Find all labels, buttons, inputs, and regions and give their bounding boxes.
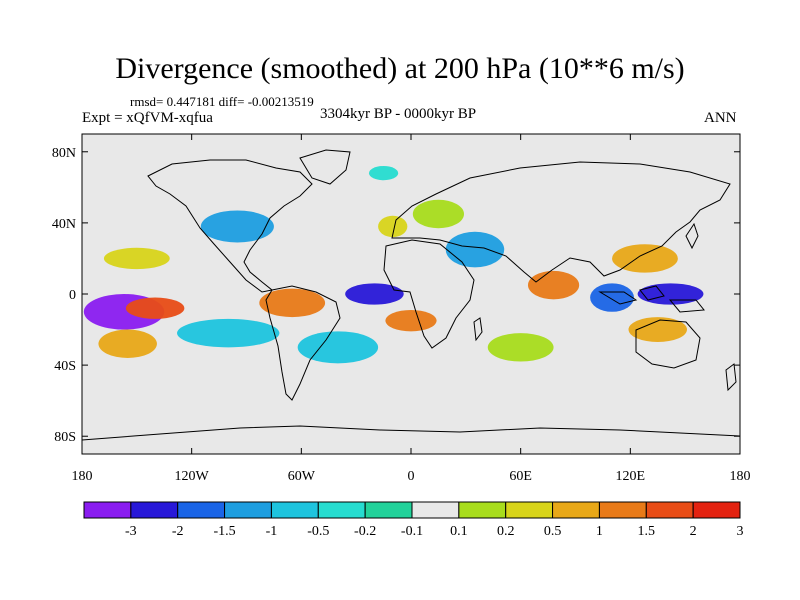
map-axes: 180 120W 60W 0 60E 120E 180 80N 40N 0 40S 80S	[52, 134, 751, 484]
colorbar-label-12: 2	[690, 524, 697, 539]
map-outline-icon	[82, 149, 740, 441]
colorbar-swatch-10	[552, 501, 600, 519]
colorbar-label-13: 3	[737, 524, 744, 539]
field-blob-2	[637, 283, 704, 305]
colorbar: -3 -2 -1.5 -1 -0.5 -0.2 -0.1 0.1 0.2 0.5 1 1.5 2 3	[83, 501, 744, 539]
colorbar-label-2: -1.5	[213, 524, 235, 539]
colorbar-swatch-5	[317, 501, 366, 519]
colorbar-swatch-12	[645, 501, 694, 519]
y-tick-label-1: 40N	[52, 217, 76, 232]
x-tick-label-3: 0	[408, 469, 415, 484]
field-blob-5	[445, 231, 505, 268]
field-blob-14	[98, 329, 157, 358]
period-label: 3304kyr BP - 0000kyr BP	[320, 106, 477, 122]
experiment-label: Expt = xQfVM-xqfua	[82, 110, 213, 126]
colorbar-label-7: 0.1	[450, 524, 468, 539]
colorbar-label-11: 1.5	[638, 524, 656, 539]
colorbar-swatch-2	[177, 501, 226, 519]
field-blob-7	[177, 318, 280, 348]
field-blob-17	[487, 333, 554, 362]
colorbar-label-5: -0.2	[354, 524, 376, 539]
field-blob-18	[412, 199, 465, 229]
field-blob-19	[368, 166, 399, 181]
y-tick-label-0: 80N	[52, 146, 76, 161]
field-blob-4	[200, 210, 274, 243]
field-blob-8	[125, 297, 185, 319]
x-tick-label-4: 60E	[509, 469, 532, 484]
colorbar-swatch-0	[83, 501, 132, 519]
x-tick-label-1: 120W	[175, 469, 210, 484]
colorbar-label-4: -0.5	[307, 524, 329, 539]
field-blob-15	[378, 215, 408, 238]
divergence-field	[83, 166, 704, 364]
colorbar-label-6: -0.1	[401, 524, 423, 539]
field-blob-1	[345, 283, 404, 305]
colorbar-swatch-9	[505, 501, 554, 519]
y-tick-label-4: 80S	[54, 430, 76, 445]
colorbar-swatch-8	[458, 501, 507, 519]
colorbar-swatch-11	[598, 501, 647, 519]
field-blob-13	[628, 317, 687, 342]
field-blob-12	[612, 244, 678, 273]
colorbar-label-1: -2	[172, 524, 184, 539]
colorbar-label-0: -3	[125, 524, 137, 539]
colorbar-swatch-1	[130, 501, 179, 519]
field-blob-6	[297, 331, 379, 364]
field-blob-10	[259, 288, 326, 318]
y-tick-label-3: 40S	[54, 359, 76, 374]
y-tick-label-2: 0	[69, 288, 76, 303]
x-tick-label-6: 180	[730, 469, 751, 484]
x-tick-label-2: 60W	[288, 469, 316, 484]
stats-label: rmsd= 0.447181 diff= -0.00213519	[130, 94, 314, 109]
colorbar-swatch-7	[411, 501, 460, 519]
field-blob-9	[385, 310, 437, 332]
chart-title: Divergence (smoothed) at 200 hPa (10**6 …	[115, 52, 685, 85]
colorbar-label-8: 0.2	[497, 524, 515, 539]
field-blob-16	[103, 247, 170, 270]
field-blob-11	[527, 270, 580, 300]
x-tick-label-5: 120E	[616, 469, 646, 484]
colorbar-swatch-3	[224, 501, 272, 519]
colorbar-swatch-6	[364, 501, 413, 519]
colorbar-swatch-13	[692, 501, 741, 519]
season-label: ANN	[704, 110, 737, 126]
colorbar-label-3: -1	[266, 524, 278, 539]
x-tick-label-0: 180	[72, 469, 93, 484]
colorbar-label-9: 0.5	[544, 524, 562, 539]
colorbar-label-10: 1	[596, 524, 603, 539]
colorbar-swatch-4	[270, 501, 319, 519]
field-blob-3	[590, 283, 634, 312]
